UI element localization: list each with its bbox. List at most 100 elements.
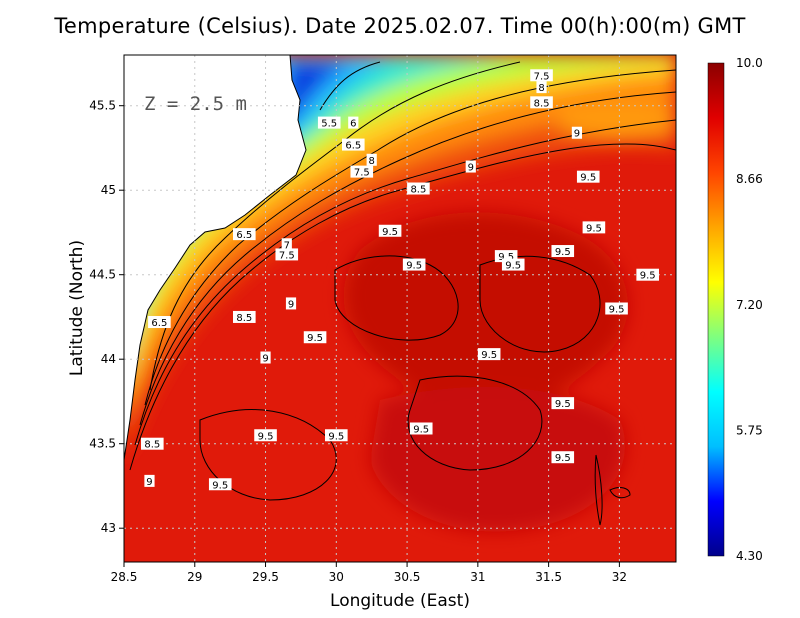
- contour-label: 9.5: [555, 247, 571, 258]
- colorbar-tick-label: 7.20: [736, 298, 763, 312]
- contour-label: 9.5: [328, 431, 344, 442]
- contour-label: 9: [262, 354, 268, 365]
- contour-label: 6.5: [345, 141, 361, 152]
- x-tick-label: 30.5: [394, 570, 421, 584]
- contour-label: 9.5: [609, 305, 625, 316]
- contour-label-bg: [281, 238, 292, 251]
- contour-label-bg: [148, 316, 171, 329]
- contour-label-bg: [465, 160, 476, 173]
- contour-label: 9.5: [505, 261, 521, 272]
- y-tick-label: 45: [101, 183, 116, 197]
- contour-label-bg: [303, 331, 327, 344]
- grid-lines: [124, 55, 676, 562]
- contour-label-bg: [576, 170, 600, 183]
- contour-label-bg: [275, 248, 299, 261]
- contour-label-bg: [402, 258, 426, 271]
- contour-label-bg: [530, 96, 553, 109]
- contour-label: 9: [468, 163, 474, 174]
- contour-label: 9.5: [258, 431, 274, 442]
- contour-label-bg: [407, 182, 430, 195]
- contour-label: 9.5: [212, 480, 228, 491]
- contour-label: 9: [574, 129, 580, 140]
- contour-label: 9.5: [481, 350, 497, 361]
- colorbar-tick-label: 5.75: [736, 424, 763, 438]
- plot-frame: [123, 54, 677, 563]
- contour-label-bg: [378, 224, 402, 237]
- contour-label: 9.5: [307, 333, 323, 344]
- contour-label-bg: [254, 429, 277, 442]
- contour-label: 9.5: [382, 227, 398, 238]
- contour-label-bg: [350, 165, 374, 178]
- cool-patch-east: [560, 104, 676, 138]
- x-tick-label: 31.5: [535, 570, 562, 584]
- contour-label-bg: [260, 351, 271, 364]
- x-axis-label: Longitude (East): [330, 591, 470, 611]
- contour-label-bg: [551, 451, 575, 464]
- contour-label-bg: [551, 245, 575, 258]
- contour-label-bg: [348, 116, 359, 129]
- contour-label: 9: [146, 477, 152, 488]
- contour-label-bg: [636, 268, 659, 281]
- colorbar-tick-label: 4.30: [736, 549, 763, 563]
- contour-label: 9.5: [555, 453, 571, 464]
- contour-label-bg: [530, 69, 553, 82]
- contour-label: 9.5: [580, 173, 596, 184]
- contour-label: 8: [369, 156, 375, 167]
- contour-label-bg: [582, 221, 606, 234]
- contour-label: 7: [284, 240, 290, 251]
- contour-label-bg: [571, 126, 583, 139]
- contour-label-bg: [208, 478, 232, 491]
- contour-label: 9.5: [413, 424, 429, 435]
- contour-label-bg: [341, 138, 365, 151]
- warm-core-band-south: [370, 386, 626, 532]
- x-axis-ticks: 28.5 29 29.5 30 30.5 31 31.5 32: [111, 562, 627, 584]
- contour-label: 8.5: [410, 185, 426, 196]
- contour-label-bg: [141, 437, 164, 450]
- y-tick-label: 44.5: [89, 268, 116, 282]
- x-tick-label: 32: [612, 570, 627, 584]
- contour-label-bg: [536, 81, 547, 94]
- contour-label: 8: [538, 83, 544, 94]
- chart-title: Temperature (Celsius). Date 2025.02.07. …: [54, 14, 746, 38]
- contour-label-bg: [325, 429, 348, 442]
- colorbar-tick-labels: 10.0 8.66 7.20 5.75 4.30: [736, 56, 763, 563]
- x-tick-label: 30: [329, 570, 344, 584]
- colorbar: [707, 62, 725, 557]
- x-tick-label: 29.5: [252, 570, 279, 584]
- y-tick-label: 43.5: [89, 437, 116, 451]
- colorbar-tick-label: 8.66: [736, 172, 763, 186]
- contour-label-bg: [233, 310, 256, 323]
- x-tick-label: 28.5: [111, 570, 138, 584]
- y-axis-ticks: 43 43.5 44 44.5 45 45.5: [89, 99, 124, 535]
- contour-label: 9.5: [555, 399, 571, 410]
- contour-label: 9: [288, 299, 294, 310]
- contour-label: 5.5: [321, 119, 337, 130]
- contour-label: 6.5: [236, 230, 252, 241]
- contour-label-bg: [501, 258, 525, 271]
- contour-label-bg: [477, 348, 501, 361]
- contour-label: 8.5: [534, 98, 550, 109]
- y-tick-label: 43: [101, 521, 116, 535]
- contour-label-bg: [605, 302, 628, 315]
- contour-label: 9.5: [406, 261, 422, 272]
- x-tick-label: 29: [187, 570, 202, 584]
- colorbar-tick-label: 10.0: [736, 56, 763, 70]
- contour-label-bg: [317, 116, 341, 129]
- contour-label-bg: [366, 153, 377, 166]
- contour-label: 9.5: [586, 223, 602, 234]
- contour-lines: [129, 61, 676, 526]
- shelf-band-5_5: [280, 60, 350, 140]
- land-mass: [124, 55, 307, 461]
- y-axis-label: Latitude (North): [67, 240, 87, 376]
- contour-label: 7.5: [534, 71, 550, 82]
- contour-label: 7.5: [279, 250, 295, 261]
- contour-label-bg: [409, 422, 433, 435]
- contour-label-bg: [233, 228, 256, 241]
- x-tick-label: 31: [470, 570, 485, 584]
- depth-annotation: Z = 2.5 m: [144, 93, 247, 115]
- contour-label: 8.5: [144, 440, 160, 451]
- contour-label-bg: [285, 297, 297, 310]
